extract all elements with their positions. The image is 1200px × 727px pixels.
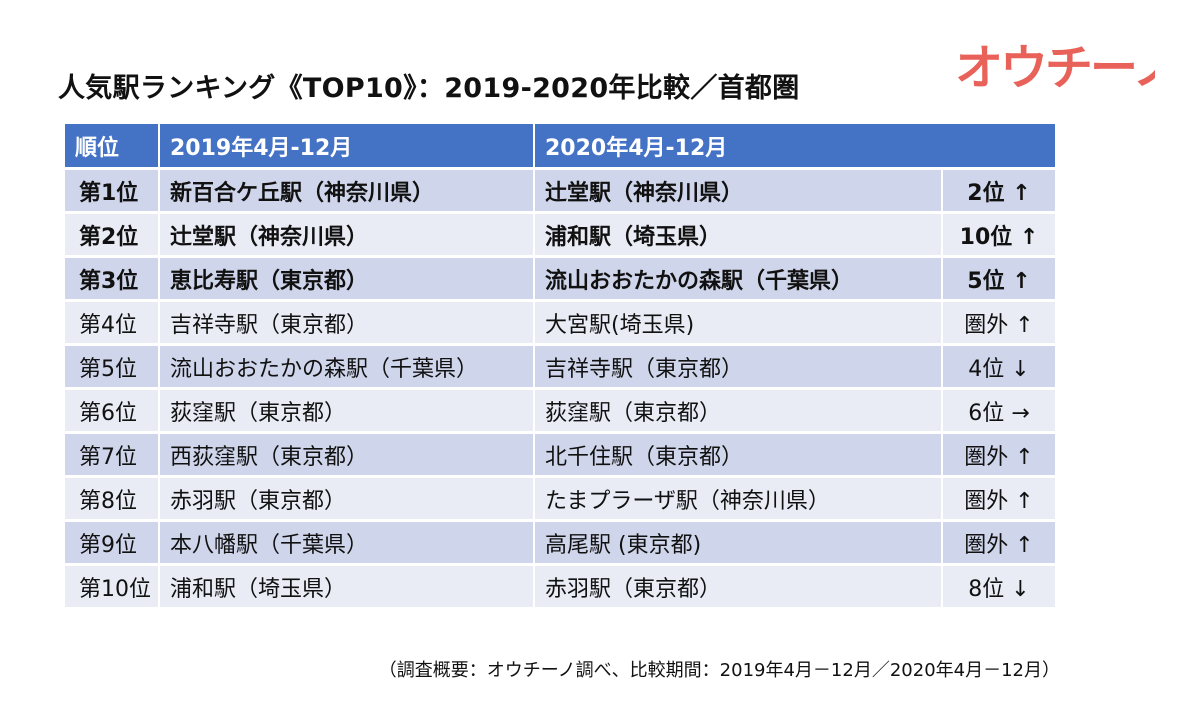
rank-cell: 第1位	[65, 170, 160, 214]
header-rank: 順位	[65, 124, 160, 170]
table-row: 第4位 吉祥寺駅（東京都） 大宮駅(埼玉県) 圏外 ↑	[65, 302, 1056, 346]
table-row: 第3位 恵比寿駅（東京都） 流山おおたかの森駅（千葉県） 5位 ↑	[65, 258, 1056, 302]
header-2019: 2019年4月-12月	[160, 124, 535, 170]
change-cell: 圏外 ↑	[943, 434, 1056, 478]
station-2020-cell: 北千住駅（東京都）	[535, 434, 943, 478]
station-2020-cell: 流山おおたかの森駅（千葉県）	[535, 258, 943, 302]
station-2020-cell: 高尾駅 (東京都)	[535, 522, 943, 566]
table-row: 第2位 辻堂駅（神奈川県） 浦和駅（埼玉県） 10位 ↑	[65, 214, 1056, 258]
table-row: 第9位 本八幡駅（千葉県） 高尾駅 (東京都) 圏外 ↑	[65, 522, 1056, 566]
change-cell: 2位 ↑	[943, 170, 1056, 214]
change-cell: 5位 ↑	[943, 258, 1056, 302]
rank-cell: 第6位	[65, 390, 160, 434]
logo-text: オウチーノ	[955, 42, 1155, 95]
station-2020-cell: 赤羽駅（東京都）	[535, 566, 943, 610]
station-2019-cell: 恵比寿駅（東京都）	[160, 258, 535, 302]
station-2019-cell: 赤羽駅（東京都）	[160, 478, 535, 522]
station-2019-cell: 吉祥寺駅（東京都）	[160, 302, 535, 346]
station-2019-cell: 新百合ケ丘駅（神奈川県）	[160, 170, 535, 214]
station-2020-cell: 荻窪駅（東京都）	[535, 390, 943, 434]
rank-cell: 第4位	[65, 302, 160, 346]
station-2019-cell: 荻窪駅（東京都）	[160, 390, 535, 434]
station-2020-cell: たまプラーザ駅（神奈川県）	[535, 478, 943, 522]
table-row: 第5位 流山おおたかの森駅（千葉県） 吉祥寺駅（東京都） 4位 ↓	[65, 346, 1056, 390]
station-2019-cell: 西荻窪駅（東京都）	[160, 434, 535, 478]
ranking-table: 順位 2019年4月-12月 2020年4月-12月 第1位 新百合ケ丘駅（神奈…	[65, 124, 1056, 610]
change-cell: 4位 ↓	[943, 346, 1056, 390]
survey-footnote: （調査概要：オウチーノ調べ、比較期間：2019年4月－12月／2020年4月－1…	[378, 660, 1060, 681]
change-cell: 圏外 ↑	[943, 302, 1056, 346]
station-2019-cell: 流山おおたかの森駅（千葉県）	[160, 346, 535, 390]
rank-cell: 第2位	[65, 214, 160, 258]
change-cell: 8位 ↓	[943, 566, 1056, 610]
station-2020-cell: 大宮駅(埼玉県)	[535, 302, 943, 346]
table-row: 第7位 西荻窪駅（東京都） 北千住駅（東京都） 圏外 ↑	[65, 434, 1056, 478]
table-row: 第10位 浦和駅（埼玉県） 赤羽駅（東京都） 8位 ↓	[65, 566, 1056, 610]
header-2020: 2020年4月-12月	[535, 124, 1056, 170]
change-cell: 10位 ↑	[943, 214, 1056, 258]
station-2019-cell: 辻堂駅（神奈川県）	[160, 214, 535, 258]
change-cell: 圏外 ↑	[943, 522, 1056, 566]
station-2019-cell: 浦和駅（埼玉県）	[160, 566, 535, 610]
rank-cell: 第3位	[65, 258, 160, 302]
change-cell: 圏外 ↑	[943, 478, 1056, 522]
table-row: 第6位 荻窪駅（東京都） 荻窪駅（東京都） 6位 →	[65, 390, 1056, 434]
rank-cell: 第8位	[65, 478, 160, 522]
table-row: 第8位 赤羽駅（東京都） たまプラーザ駅（神奈川県） 圏外 ↑	[65, 478, 1056, 522]
station-2020-cell: 吉祥寺駅（東京都）	[535, 346, 943, 390]
station-2019-cell: 本八幡駅（千葉県）	[160, 522, 535, 566]
rank-cell: 第5位	[65, 346, 160, 390]
ouchino-logo: オウチーノ	[955, 42, 1155, 95]
rank-cell: 第9位	[65, 522, 160, 566]
rank-cell: 第10位	[65, 566, 160, 610]
table-header-row: 順位 2019年4月-12月 2020年4月-12月	[65, 124, 1056, 170]
table-row: 第1位 新百合ケ丘駅（神奈川県） 辻堂駅（神奈川県） 2位 ↑	[65, 170, 1056, 214]
station-2020-cell: 浦和駅（埼玉県）	[535, 214, 943, 258]
page-title: 人気駅ランキング《TOP10》：2019-2020年比較／首都圏	[58, 73, 800, 104]
rank-cell: 第7位	[65, 434, 160, 478]
change-cell: 6位 →	[943, 390, 1056, 434]
station-2020-cell: 辻堂駅（神奈川県）	[535, 170, 943, 214]
